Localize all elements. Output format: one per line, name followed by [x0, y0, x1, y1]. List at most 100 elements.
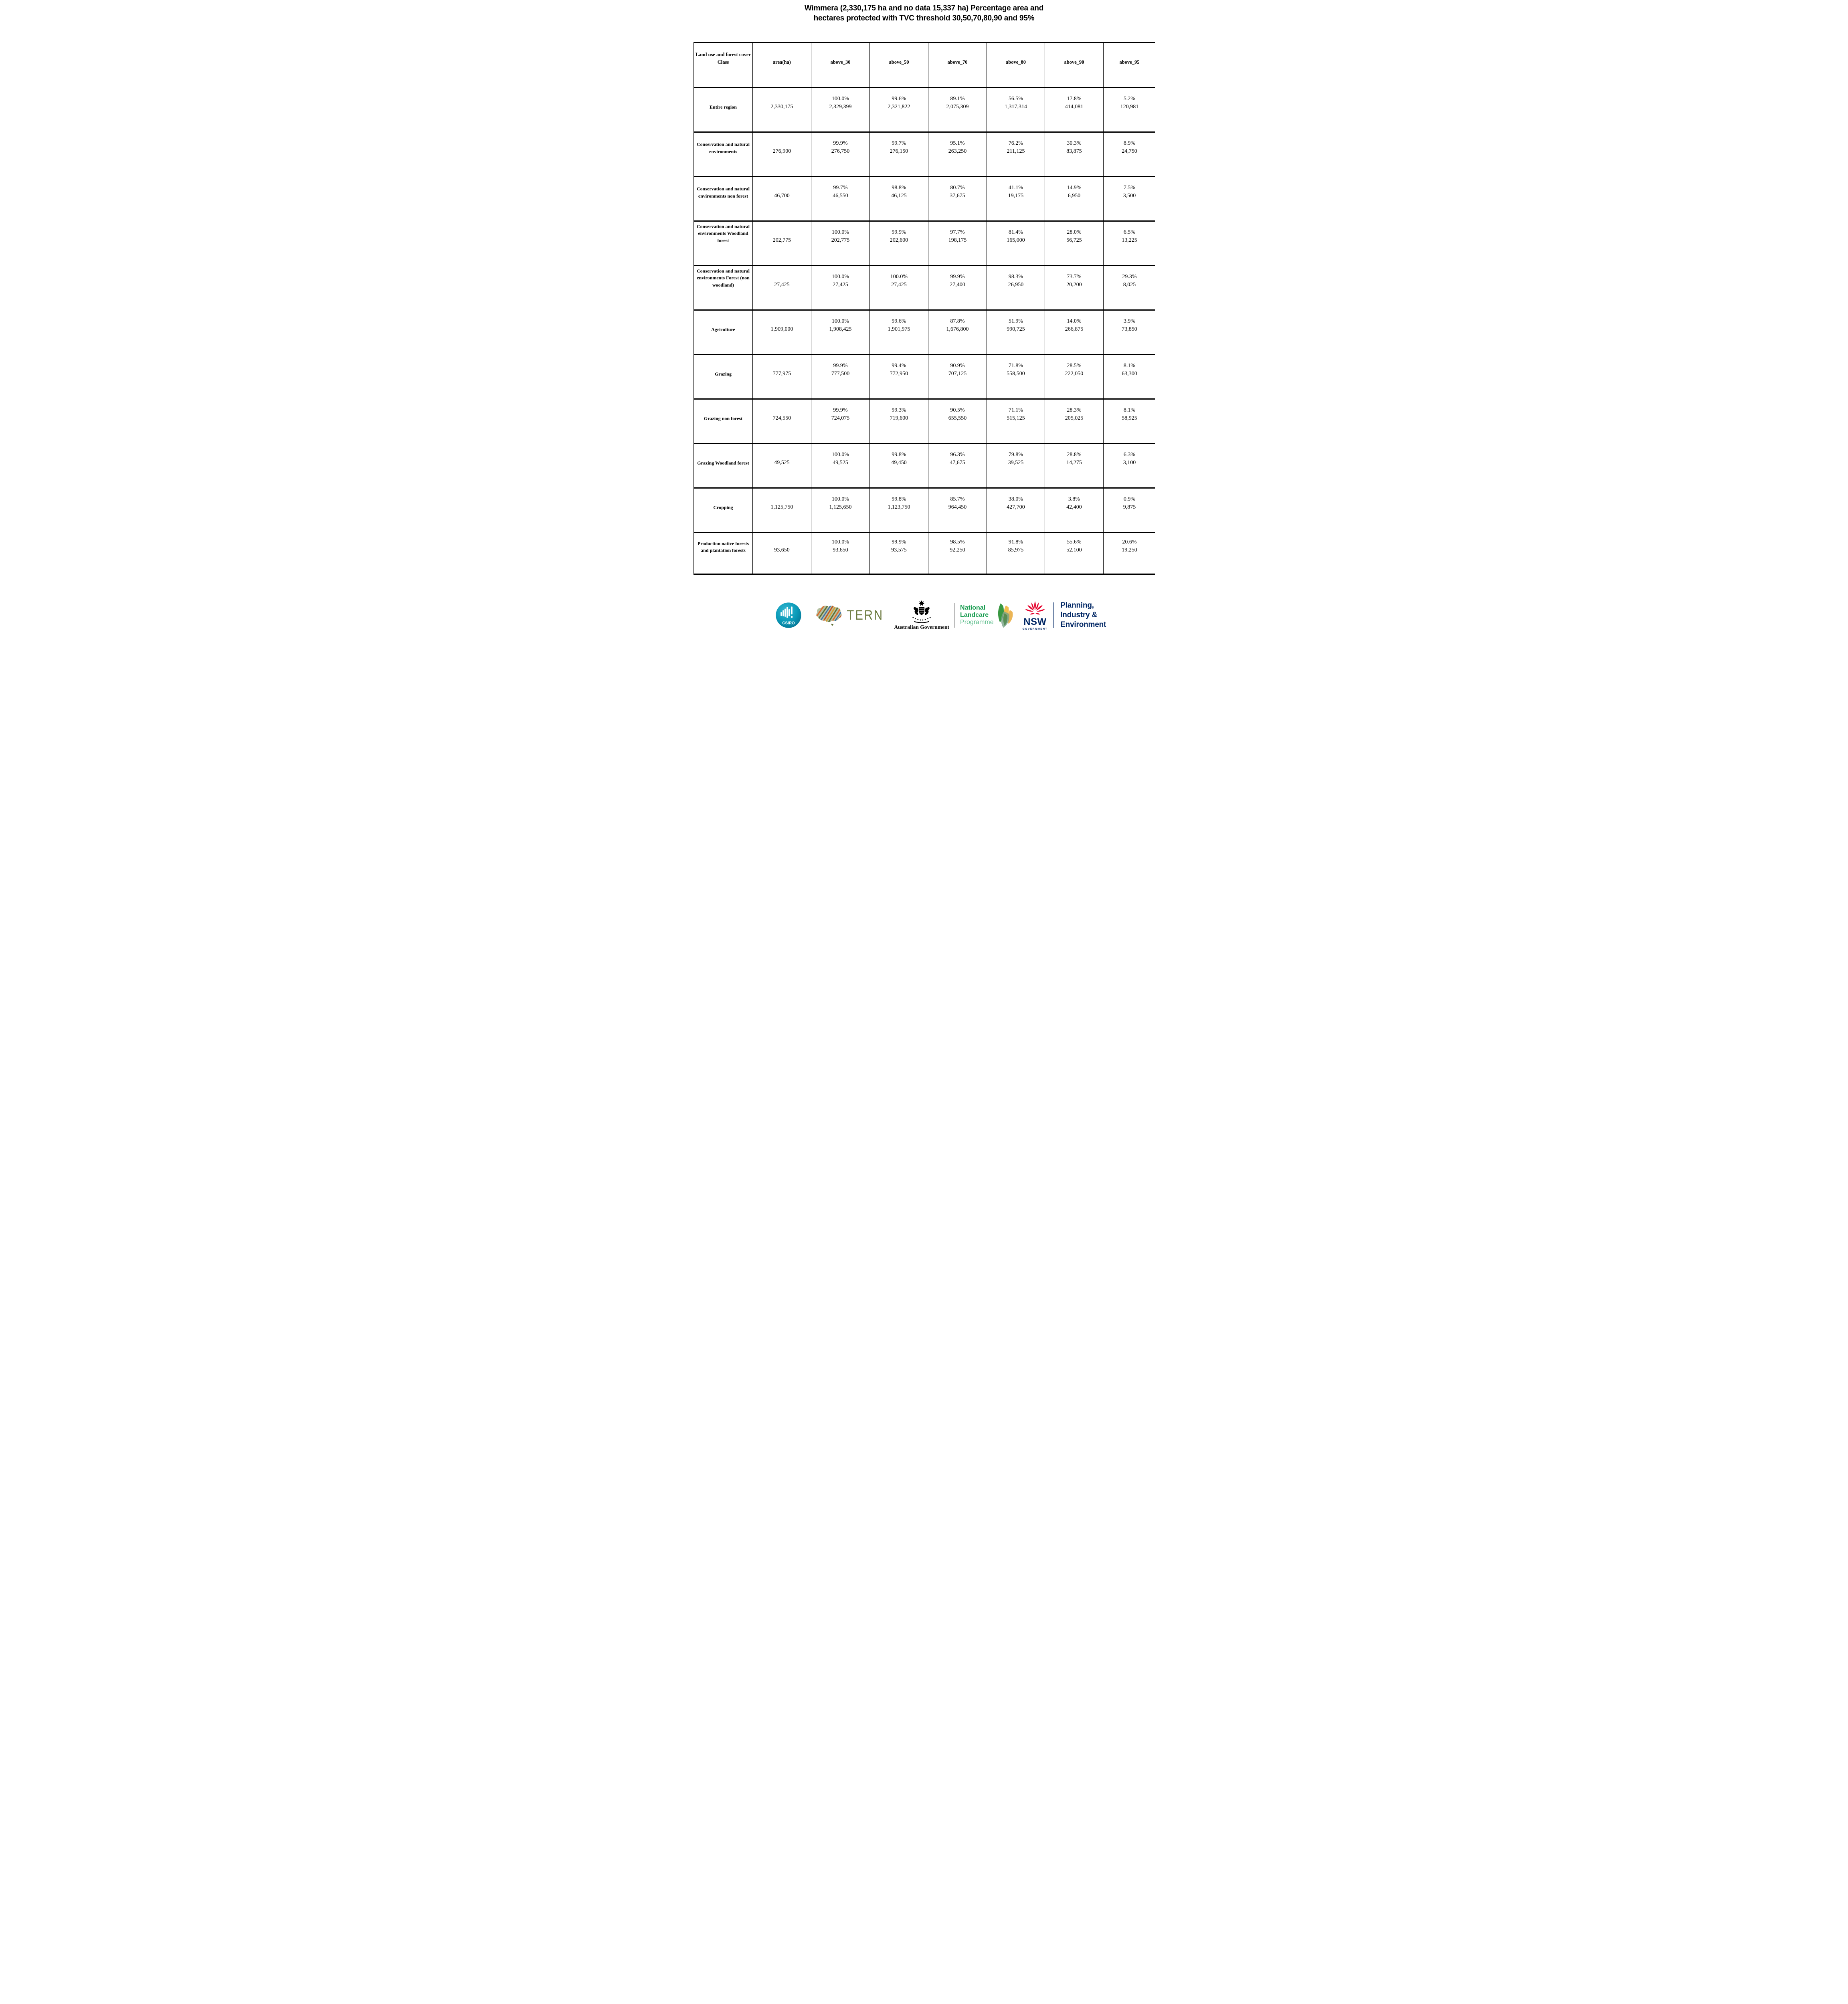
csiro-soundwave-icon: [780, 606, 793, 618]
percent-value: 28.5%: [1067, 362, 1082, 369]
hectares-value: 222,050: [1065, 370, 1084, 377]
hectares-value: 3,100: [1123, 459, 1136, 466]
row-label: Conservation and natural environments no…: [696, 186, 750, 199]
percent-value: 5.2%: [1123, 95, 1136, 102]
hectares-value: 46,550: [833, 192, 848, 199]
hectares-value: 3,500: [1123, 192, 1136, 199]
area-spacer: [754, 451, 810, 459]
hectares-value: 2,075,309: [946, 103, 969, 110]
row-label: Agriculture: [711, 326, 735, 332]
hectares-value: 964,450: [948, 504, 967, 510]
area-value: 724,550: [772, 415, 791, 421]
percent-value: 51.9%: [1008, 318, 1023, 324]
hectares-value: 1,125,650: [829, 504, 852, 510]
area-value: 93,650: [774, 547, 790, 553]
row-label: Production native forests and plantation…: [697, 540, 749, 554]
percent-value: 99.8%: [892, 451, 906, 458]
table-row: Grazing Woodland forest 49,525 100.0% 49,…: [694, 443, 1155, 489]
csiro-icon: CSIRO: [776, 602, 801, 628]
percent-value: 97.7%: [950, 229, 965, 235]
area-spacer: [754, 228, 810, 236]
hectares-value: 1,908,425: [829, 326, 852, 332]
percent-value: 96.3%: [950, 451, 965, 458]
hectares-value: 49,525: [833, 459, 848, 466]
footer-logos: CSIRO: [693, 592, 1155, 638]
hectares-value: 63,300: [1122, 370, 1137, 377]
hectares-value: 276,150: [890, 148, 908, 154]
hectares-value: 276,750: [831, 148, 850, 154]
hectares-value: 1,123,750: [888, 504, 910, 510]
percent-value: 99.7%: [892, 140, 906, 146]
percent-value: 99.7%: [833, 184, 848, 191]
table-row: Agriculture 1,909,000 100.0% 1,908,425 99…: [694, 309, 1155, 355]
hectares-value: 515,125: [1007, 415, 1025, 421]
percent-value: 7.5%: [1123, 184, 1136, 191]
australian-government-logo: Australian Government: [894, 600, 949, 630]
percent-value: 80.7%: [950, 184, 965, 191]
hectares-value: 2,321,822: [888, 103, 910, 110]
percent-value: 95.1%: [950, 140, 965, 146]
area-spacer: [754, 139, 810, 147]
area-spacer: [754, 317, 810, 325]
hectares-value: 1,676,800: [946, 326, 969, 332]
column-header-above-80: above_80: [1006, 59, 1026, 65]
table-row: Conservation and natural environments no…: [694, 176, 1155, 222]
hectares-value: 205,025: [1065, 415, 1084, 421]
area-spacer: [754, 538, 810, 546]
hectares-value: 27,425: [891, 281, 907, 288]
percent-value: 100.0%: [831, 273, 849, 280]
percent-value: 99.9%: [950, 273, 965, 280]
percent-value: 79.8%: [1008, 451, 1023, 458]
area-spacer: [754, 495, 810, 503]
table-row: Conservation and natural environments Fo…: [694, 265, 1155, 311]
percent-value: 3.9%: [1123, 318, 1136, 324]
hectares-value: 20,200: [1066, 281, 1082, 288]
hectares-value: 83,875: [1066, 148, 1082, 154]
landcare-label-line2: Landcare: [960, 612, 989, 619]
percent-value: 100.0%: [831, 496, 849, 502]
percent-value: 20.6%: [1122, 539, 1137, 545]
column-header-above-95: above_95: [1119, 59, 1140, 65]
hectares-value: 92,250: [950, 547, 965, 553]
area-value: 1,125,750: [770, 504, 793, 510]
row-label: Conservation and natural environments Wo…: [696, 224, 750, 243]
hectares-value: 37,675: [950, 192, 965, 199]
hectares-value: 1,317,314: [1005, 103, 1027, 110]
hectares-value: 202,600: [890, 237, 908, 243]
hectares-value: 93,575: [891, 547, 907, 553]
percent-value: 99.6%: [892, 318, 906, 324]
hectares-value: 19,175: [1008, 192, 1024, 199]
table-row: Entire region 2,330,175 100.0% 2,329,399 …: [694, 87, 1155, 133]
area-value: 1,909,000: [770, 326, 793, 332]
nsw-label: NSW: [1023, 616, 1047, 627]
area-spacer: [754, 95, 810, 103]
percent-value: 99.9%: [833, 407, 848, 413]
table-row: Grazing 777,975 99.9% 777,500 99.4% 772,95…: [694, 354, 1155, 400]
hectares-value: 777,500: [831, 370, 850, 377]
national-landcare-logo: National Landcare Programme: [960, 602, 1015, 628]
row-label: Conservation and natural environments Fo…: [696, 268, 750, 288]
page-title-line1: Wimmera (2,330,175 ha and no data 15,337…: [804, 4, 1044, 12]
percent-value: 8.1%: [1123, 407, 1136, 413]
area-value: 276,900: [772, 148, 791, 154]
dept-line3: Environment: [1060, 620, 1106, 629]
nsw-waratah-icon: [1024, 600, 1046, 615]
percent-value: 38.0%: [1008, 496, 1023, 502]
percent-value: 90.9%: [950, 362, 965, 369]
landcare-leaves-icon: [998, 603, 1013, 628]
column-header-above-30: above_30: [830, 59, 851, 65]
percent-value: 100.0%: [890, 273, 908, 280]
hectares-value: 73,850: [1122, 326, 1137, 332]
column-header-class: Land use and forest cover Class: [696, 52, 751, 65]
page-title: Wimmera (2,330,175 ha and no data 15,337…: [693, 0, 1155, 23]
hectares-value: 85,975: [1008, 547, 1024, 553]
nsw-government-label: GOVERNMENT: [1022, 628, 1048, 630]
area-value: 49,525: [774, 459, 790, 466]
percent-value: 100.0%: [831, 229, 849, 235]
percent-value: 30.3%: [1067, 140, 1082, 146]
hectares-value: 414,081: [1065, 103, 1084, 110]
hectares-value: 14,275: [1066, 459, 1082, 466]
table-row: Production native forests and plantation…: [694, 532, 1155, 575]
tern-label: TERN: [847, 607, 884, 623]
row-label: Grazing non forest: [704, 415, 743, 421]
